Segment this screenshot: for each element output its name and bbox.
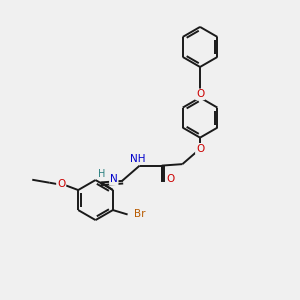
Text: H: H: [98, 169, 105, 179]
Text: O: O: [196, 144, 204, 154]
Text: N: N: [110, 174, 118, 184]
Text: O: O: [196, 89, 204, 99]
Text: NH: NH: [130, 154, 146, 164]
Text: Br: Br: [134, 209, 146, 220]
Text: O: O: [57, 179, 65, 189]
Text: O: O: [166, 174, 174, 184]
